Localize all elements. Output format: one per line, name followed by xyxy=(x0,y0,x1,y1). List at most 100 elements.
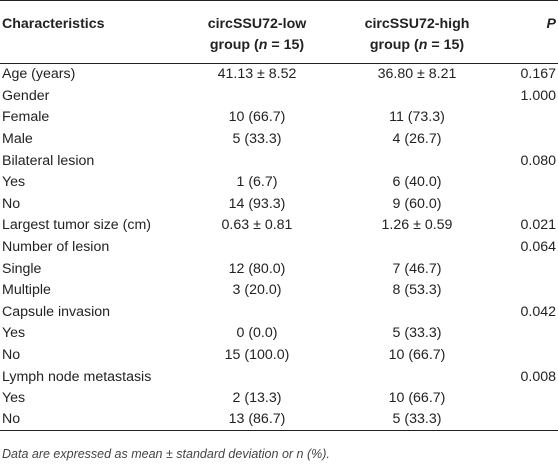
row-low-value: 10 (66.7) xyxy=(228,109,286,126)
row-low-value: 2 (13.3) xyxy=(232,390,282,407)
row-p-value xyxy=(502,107,558,129)
row-p-value xyxy=(502,193,558,215)
table-row: No 13 (86.7) 5 (33.3) xyxy=(0,409,558,432)
row-high-value: 10 (66.7) xyxy=(388,390,446,407)
row-low-value: 0 (0.0) xyxy=(236,325,278,342)
row-label: Yes xyxy=(2,390,26,407)
row-high-value xyxy=(332,301,502,323)
row-label: Age (years) xyxy=(2,66,76,83)
row-low-value: 0.63 ± 0.81 xyxy=(221,217,293,234)
row-label: Yes xyxy=(2,174,26,191)
row-low-value: 12 (80.0) xyxy=(228,260,286,277)
row-high-value: 11 (73.3) xyxy=(389,109,445,126)
table-row: Number of lesion 0.064 xyxy=(0,236,558,258)
row-label: Capsule invasion xyxy=(2,303,111,320)
row-label: Gender xyxy=(2,87,50,104)
row-p-value: 0.064 xyxy=(520,238,556,255)
row-high-value xyxy=(332,366,502,388)
row-label: No xyxy=(0,409,182,432)
table-row: Yes 1 (6.7) 6 (40.0) xyxy=(0,171,558,193)
row-low-value xyxy=(182,301,332,323)
table-row: No 14 (93.3) 9 (60.0) xyxy=(0,193,558,215)
table-body: Age (years) 41.13 ± 8.52 36.80 ± 8.21 0.167… xyxy=(0,64,558,432)
row-low-value: 3 (20.0) xyxy=(232,282,282,299)
table-row: Capsule invasion 0.042 xyxy=(0,301,558,323)
table-row: Yes 0 (0.0) 5 (33.3) xyxy=(0,323,558,345)
row-low-value: 1 (6.7) xyxy=(236,174,278,191)
row-label: Bilateral lesion xyxy=(2,152,95,169)
row-low-value xyxy=(182,85,332,107)
header-high-group-line1: circSSU72-high xyxy=(364,16,470,32)
table-row: Gender 1.000 xyxy=(0,85,558,107)
row-label: Largest tumor size (cm) xyxy=(2,217,152,234)
row-high-value: 1.26 ± 0.59 xyxy=(381,217,453,234)
table-row: Female 10 (66.7) 11 (73.3) xyxy=(0,107,558,129)
table-footnote: Data are expressed as mean ± standard de… xyxy=(2,447,330,461)
row-p-value xyxy=(502,409,558,432)
row-p-value: 0.021 xyxy=(520,217,556,234)
header-p-label: P xyxy=(546,16,556,32)
row-label: Multiple xyxy=(2,282,51,299)
row-label: Male xyxy=(2,130,33,147)
row-p-value: 0.080 xyxy=(520,152,556,169)
row-p-value xyxy=(502,387,558,409)
row-p-value xyxy=(502,323,558,345)
row-label: Female xyxy=(2,109,50,126)
table-row: Bilateral lesion 0.080 xyxy=(0,150,558,172)
header-characteristics-label: Characteristics xyxy=(2,16,105,32)
row-low-value: 14 (93.3) xyxy=(228,195,286,212)
header-p-value: P xyxy=(502,0,558,64)
header-characteristics: Characteristics xyxy=(0,0,182,64)
header-high-group: circSSU72-high group (n = 15) xyxy=(332,0,502,64)
row-p-value: 0.008 xyxy=(520,368,556,385)
row-high-value: 36.80 ± 8.21 xyxy=(377,66,457,83)
row-high-value: 8 (53.3) xyxy=(392,282,442,299)
header-high-group-line2: group (n = 15) xyxy=(369,37,465,53)
row-high-value: 7 (46.7) xyxy=(392,260,442,277)
table-row: Largest tumor size (cm) 0.63 ± 0.81 1.26 ±… xyxy=(0,215,558,237)
row-high-value xyxy=(332,236,502,258)
row-label: No xyxy=(2,195,21,212)
row-high-value xyxy=(332,150,502,172)
row-low-value: 41.13 ± 8.52 xyxy=(217,66,297,83)
row-high-value: 4 (26.7) xyxy=(392,130,442,147)
table-row: Male 5 (33.3) 4 (26.7) xyxy=(0,128,558,150)
row-high-value xyxy=(332,85,502,107)
header-low-group-line1: circSSU72-low xyxy=(207,16,307,32)
row-p-value xyxy=(502,171,558,193)
characteristics-table: Characteristics circSSU72-low group (n =… xyxy=(0,0,558,432)
table-row: Lymph node metastasis 0.008 xyxy=(0,366,558,388)
row-low-value xyxy=(182,366,332,388)
row-low-value xyxy=(182,150,332,172)
row-label: No xyxy=(2,346,21,363)
row-p-value: 1.000 xyxy=(520,87,556,104)
row-p-value: 0.042 xyxy=(520,303,556,320)
row-p-value: 0.167 xyxy=(520,66,556,83)
table-header: Characteristics circSSU72-low group (n =… xyxy=(0,0,558,64)
table-row: No 15 (100.0) 10 (66.7) xyxy=(0,344,558,366)
header-low-group-line2: group (n = 15) xyxy=(209,37,305,53)
table-row: Single 12 (80.0) 7 (46.7) xyxy=(0,258,558,280)
table-row: Age (years) 41.13 ± 8.52 36.80 ± 8.21 0.167 xyxy=(0,64,558,86)
row-p-value xyxy=(502,128,558,150)
row-low-value: 15 (100.0) xyxy=(224,346,290,363)
row-p-value xyxy=(502,279,558,301)
row-label: Single xyxy=(2,260,42,277)
header-row: Characteristics circSSU72-low group (n =… xyxy=(0,0,558,64)
row-p-value xyxy=(502,258,558,280)
row-high-value: 9 (60.0) xyxy=(392,195,442,212)
row-low-value xyxy=(182,236,332,258)
row-high-value: 10 (66.7) xyxy=(388,346,446,363)
row-label: Number of lesion xyxy=(2,238,110,255)
row-label: Lymph node metastasis xyxy=(2,368,152,385)
table-row: Multiple 3 (20.0) 8 (53.3) xyxy=(0,279,558,301)
header-low-group: circSSU72-low group (n = 15) xyxy=(182,0,332,64)
table-row: Yes 2 (13.3) 10 (66.7) xyxy=(0,387,558,409)
row-label: Yes xyxy=(2,325,26,342)
row-high-value: 5 (33.3) xyxy=(392,325,442,342)
row-low-value: 5 (33.3) xyxy=(232,130,282,147)
row-p-value xyxy=(502,344,558,366)
row-low-value: 13 (86.7) xyxy=(182,409,332,432)
row-high-value: 6 (40.0) xyxy=(392,174,442,191)
